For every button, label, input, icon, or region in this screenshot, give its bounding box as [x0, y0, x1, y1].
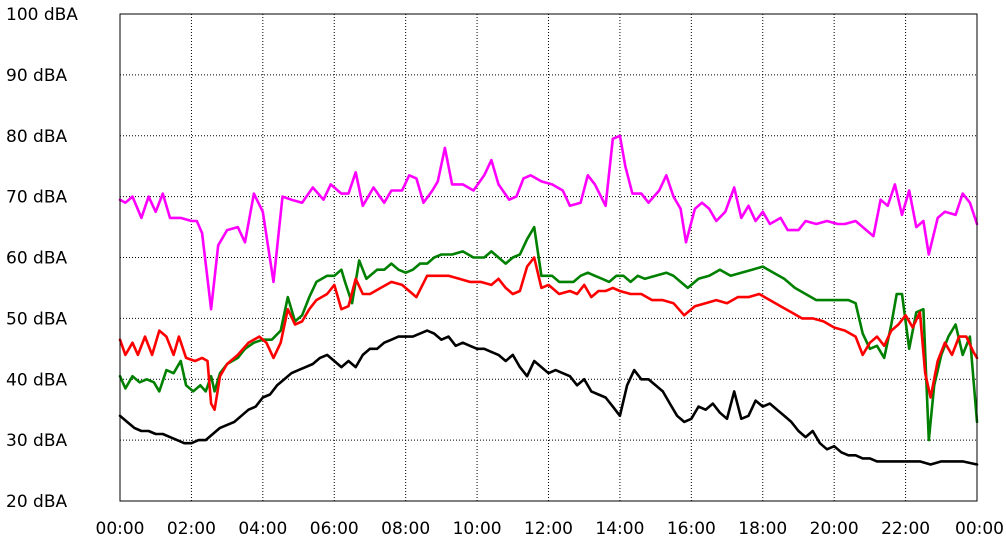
x-tick-label: 18:00: [738, 519, 787, 539]
x-tick-label: 08:00: [381, 519, 430, 539]
x-tick-label: 20:00: [810, 519, 859, 539]
series-line-3: [118, 256, 979, 411]
series-line-2: [118, 225, 979, 442]
series-layer: [118, 134, 979, 466]
y-tick-label: 50 dBA: [6, 309, 67, 329]
x-tick-label: 22:00: [881, 519, 930, 539]
x-tick-label: 14:00: [595, 519, 644, 539]
y-tick-label: 60 dBA: [6, 249, 67, 269]
y-tick-label: 70 dBA: [6, 188, 67, 208]
y-tick-label: 20 dBA: [6, 492, 67, 512]
x-tick-label: 02:00: [167, 519, 216, 539]
y-tick-label: 100 dBA: [6, 5, 78, 25]
series-line-4: [118, 329, 979, 466]
y-tick-label: 90 dBA: [6, 66, 67, 86]
x-tick-label: 04:00: [238, 519, 287, 539]
y-tick-label: 40 dBA: [6, 370, 67, 390]
x-tick-label: 00:00: [96, 519, 145, 539]
plot-frame: [119, 13, 978, 502]
x-tick-label: 06:00: [310, 519, 359, 539]
y-axis-labels: 20 dBA 30 dBA 40 dBA 50 dBA 60 dBA 70 dBA 80 d…: [6, 5, 78, 512]
x-axis-labels: 00:00 02:00 04:00 06:00 08:00 10:00 12:00 14:00…: [96, 519, 1005, 539]
x-tick-label: 00:00: [955, 519, 1004, 539]
y-tick-label: 80 dBA: [6, 127, 67, 147]
series-line-1: [118, 134, 979, 311]
x-tick-label: 10:00: [453, 519, 502, 539]
y-tick-label: 30 dBA: [6, 431, 67, 451]
x-tick-label: 12:00: [524, 519, 573, 539]
x-tick-label: 16:00: [667, 519, 716, 539]
grid: [120, 14, 977, 501]
